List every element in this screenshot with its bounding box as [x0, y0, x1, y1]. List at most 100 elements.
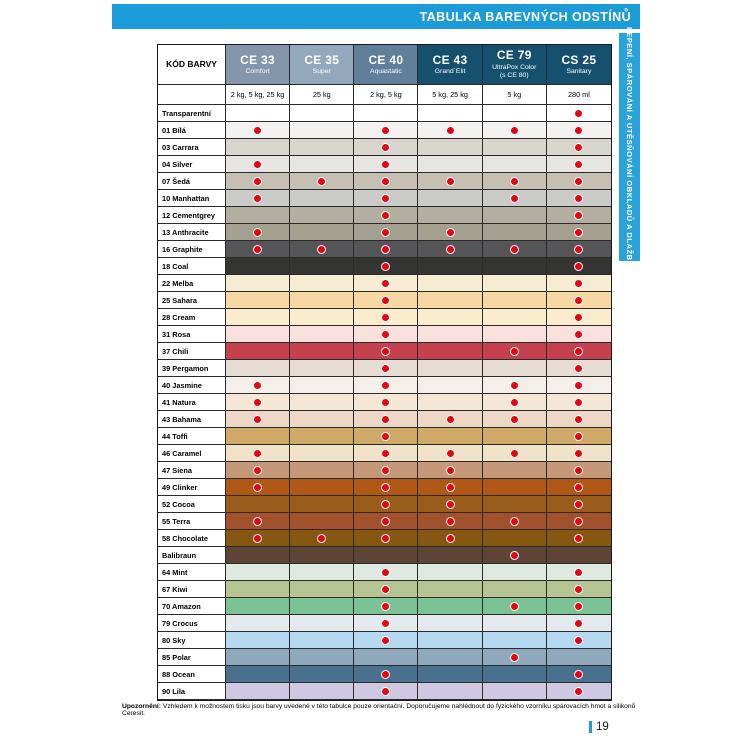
- availability-cell-88-ocean-ce-79: [482, 666, 547, 683]
- availability-dot-icon: [445, 482, 455, 492]
- availability-dot-icon: [509, 176, 519, 186]
- availability-cell-44-toffi-ce-79: [482, 428, 547, 445]
- availability-dot-icon: [574, 669, 584, 679]
- availability-cell-39-pergamon-ce-40: [354, 360, 419, 377]
- availability-cell-79-crocus-ce-35: [290, 615, 355, 632]
- availability-dot-icon: [317, 244, 327, 254]
- availability-cell-16-graphite-ce-43: [418, 241, 483, 258]
- availability-dot-icon: [381, 329, 391, 339]
- availability-cell-22-melba-ce-35: [290, 275, 355, 292]
- availability-cell-18-coal-ce-79: [482, 258, 547, 275]
- product-name: Super: [312, 67, 331, 75]
- size-cell-cs-25: 280 ml: [546, 85, 611, 105]
- availability-cell-03-carrara-ce-40: [354, 139, 419, 156]
- shade-row-label-52-cocoa: 52 Cocoa: [158, 496, 226, 513]
- availability-cell-79-crocus-ce-33: [226, 615, 291, 632]
- availability-dot-icon: [574, 244, 584, 254]
- availability-cell-49-clinker-ce-33: [226, 479, 291, 496]
- availability-cell-43-bahama-ce-79: [482, 411, 547, 428]
- availability-cell-47-siena-ce-43: [418, 462, 483, 479]
- availability-cell-80-sky-cs-25: [546, 632, 611, 649]
- section-side-tab-label: LEPENÍ, SPÁROVÁNÍ A UTĚSŇOVÁNÍ OBKLADŮ A…: [625, 27, 634, 267]
- availability-dot-icon: [253, 465, 263, 475]
- availability-cell-52-cocoa-cs-25: [546, 496, 611, 513]
- availability-cell-67-kiwi-ce-40: [354, 581, 419, 598]
- availability-dot-icon: [253, 227, 263, 237]
- availability-cell-40-jasmine-ce-40: [354, 377, 419, 394]
- availability-cell-90-lila-ce-79: [482, 683, 547, 700]
- shade-name: 49 Clinker: [162, 482, 198, 492]
- section-side-tab[interactable]: LEPENÍ, SPÁROVÁNÍ A UTĚSŇOVÁNÍ OBKLADŮ A…: [619, 27, 640, 267]
- availability-dot-icon: [445, 516, 455, 526]
- availability-cell-52-cocoa-ce-33: [226, 496, 291, 513]
- availability-dot-icon: [381, 567, 391, 577]
- availability-cell-52-cocoa-ce-40: [354, 496, 419, 513]
- availability-dot-icon: [253, 125, 263, 135]
- availability-cell-88-ocean-ce-43: [418, 666, 483, 683]
- availability-cell-37-chili-ce-33: [226, 343, 291, 360]
- availability-cell-12-cementgrey-ce-43: [418, 207, 483, 224]
- availability-cell-31-rosa-ce-35: [290, 326, 355, 343]
- availability-dot-icon: [574, 482, 584, 492]
- availability-cell-37-chili-ce-35: [290, 343, 355, 360]
- shade-name: 31 Rosa: [162, 329, 191, 339]
- shade-row-label-58-chocolate: 58 Chocolate: [158, 530, 226, 547]
- availability-dot-icon: [381, 312, 391, 322]
- availability-cell-10-manhattan-ce-40: [354, 190, 419, 207]
- availability-cell-47-siena-cs-25: [546, 462, 611, 479]
- availability-cell-49-clinker-ce-43: [418, 479, 483, 496]
- availability-cell-04-silver-ce-43: [418, 156, 483, 173]
- availability-cell-balibraun-ce-43: [418, 547, 483, 564]
- availability-cell-13-anthracite-ce-79: [482, 224, 547, 241]
- availability-dot-icon: [253, 176, 263, 186]
- availability-cell-64-mint-ce-79: [482, 564, 547, 581]
- shade-name: 67 Kiwi: [162, 584, 188, 594]
- shade-row-label-39-pergamon: 39 Pergamon: [158, 360, 226, 377]
- shade-row-label-90-lila: 90 Lila: [158, 683, 226, 700]
- availability-cell-transparentn-ce-40: [354, 105, 419, 122]
- availability-cell-46-caramel-ce-43: [418, 445, 483, 462]
- availability-cell-90-lila-cs-25: [546, 683, 611, 700]
- shade-name: 88 Ocean: [162, 669, 195, 679]
- product-code: CS 25: [561, 52, 597, 67]
- availability-cell-70-amazon-ce-40: [354, 598, 419, 615]
- availability-cell-85-polar-ce-43: [418, 649, 483, 666]
- availability-cell-41-natura-ce-79: [482, 394, 547, 411]
- availability-cell-31-rosa-ce-33: [226, 326, 291, 343]
- availability-cell-52-cocoa-ce-43: [418, 496, 483, 513]
- availability-dot-icon: [253, 516, 263, 526]
- shade-row-label-25-sahara: 25 Sahara: [158, 292, 226, 309]
- shade-name: 10 Manhattan: [162, 193, 210, 203]
- availability-dot-icon: [574, 193, 584, 203]
- footer-note-label: Upozornění:: [122, 703, 162, 710]
- availability-dot-icon: [381, 533, 391, 543]
- availability-cell-88-ocean-ce-35: [290, 666, 355, 683]
- availability-dot-icon: [445, 448, 455, 458]
- product-code: CE 79: [496, 48, 532, 63]
- product-header-ce-35: CE 35 Super: [290, 45, 355, 85]
- shade-row-label-22-melba: 22 Melba: [158, 275, 226, 292]
- availability-dot-icon: [574, 448, 584, 458]
- shade-row-label-10-manhattan: 10 Manhattan: [158, 190, 226, 207]
- availability-cell-41-natura-ce-33: [226, 394, 291, 411]
- availability-cell-balibraun-cs-25: [546, 547, 611, 564]
- availability-cell-80-sky-ce-43: [418, 632, 483, 649]
- shade-name: 13 Anthracite: [162, 227, 209, 237]
- availability-cell-18-coal-cs-25: [546, 258, 611, 275]
- availability-dot-icon: [381, 516, 391, 526]
- availability-dot-icon: [509, 380, 519, 390]
- availability-dot-icon: [509, 244, 519, 254]
- code-column-header-label: KÓD BARVY: [166, 58, 217, 69]
- availability-dot-icon: [253, 244, 263, 254]
- availability-cell-67-kiwi-ce-43: [418, 581, 483, 598]
- package-sizes: 280 ml: [567, 90, 590, 99]
- availability-cell-16-graphite-cs-25: [546, 241, 611, 258]
- availability-dot-icon: [253, 414, 263, 424]
- availability-cell-28-cream-cs-25: [546, 309, 611, 326]
- availability-cell-85-polar-ce-35: [290, 649, 355, 666]
- shade-name: 16 Graphite: [162, 244, 203, 254]
- availability-dot-icon: [574, 584, 584, 594]
- size-cell-ce-79: 5 kg: [482, 85, 547, 105]
- availability-cell-41-natura-ce-40: [354, 394, 419, 411]
- availability-dot-icon: [445, 414, 455, 424]
